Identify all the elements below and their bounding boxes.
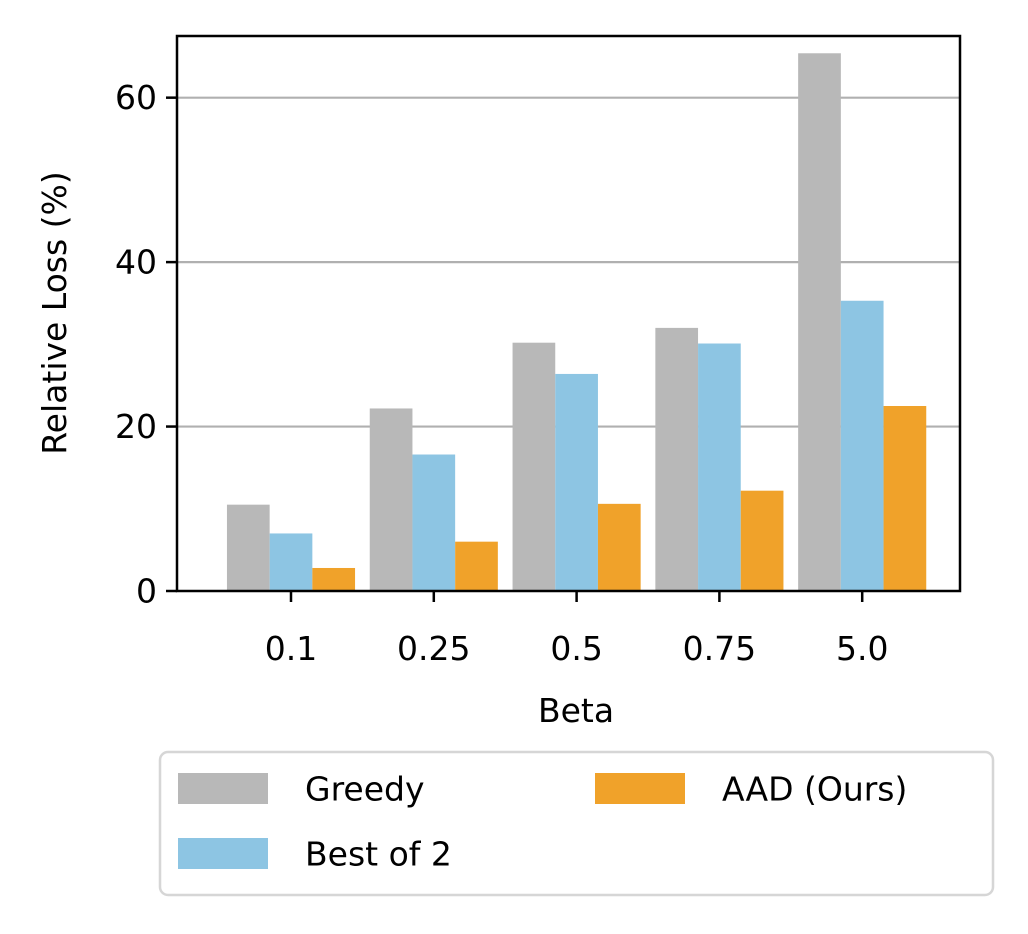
y-tick-label: 40 [115,243,157,282]
bar-greedy-5.0 [798,53,841,592]
x-tick-label: 0.5 [550,629,602,668]
x-axis-label: Beta [538,691,614,730]
bar-aad-ours-5.0 [883,406,927,591]
legend: Greedy Best of 2 AAD (Ours) [158,750,995,897]
y-tick-label: 60 [115,78,157,117]
legend-frame [158,750,995,897]
bar-best-of-2-0.75 [698,343,741,591]
bar-aad-ours-0.5 [597,503,641,591]
legend-label: Greedy [305,770,425,809]
y-tick-label: 0 [136,572,157,611]
x-tick-label: 0.1 [265,629,317,668]
legend-entries: Greedy Best of 2 AAD (Ours) [178,770,907,874]
bar-greedy-0.5 [512,342,556,591]
legend-swatch-aad-ours [595,773,685,804]
x-tick-label: 0.75 [683,629,756,668]
x-tick-label: 5.0 [836,629,888,668]
axis-ticks [166,96,864,602]
y-axis-label: Relative Loss (%) [35,171,74,455]
x-tick-label: 0.25 [397,629,470,668]
legend-label: Best of 2 [305,835,452,874]
y-tick-label: 20 [115,407,157,446]
x-tick-labels: 0.1 0.25 0.5 0.75 5.0 [265,629,889,668]
bars [226,53,927,592]
y-tick-labels: 0 20 40 60 [115,78,157,610]
bar-aad-ours-0.25 [455,541,498,591]
bar-greedy-0.25 [369,408,413,591]
bar-greedy-0.1 [226,504,270,591]
bar-best-of-2-0.25 [412,454,456,591]
legend-swatch-greedy [178,773,268,804]
bar-greedy-0.75 [655,327,699,591]
bar-aad-ours-0.1 [312,567,356,591]
bar-best-of-2-0.1 [269,533,313,591]
bar-aad-ours-0.75 [740,490,784,591]
legend-swatch-best-of-2 [178,838,268,869]
plot-frame [175,34,962,593]
bar-best-of-2-5.0 [840,300,884,591]
bar-best-of-2-0.5 [555,373,598,591]
legend-label: AAD (Ours) [722,770,907,809]
